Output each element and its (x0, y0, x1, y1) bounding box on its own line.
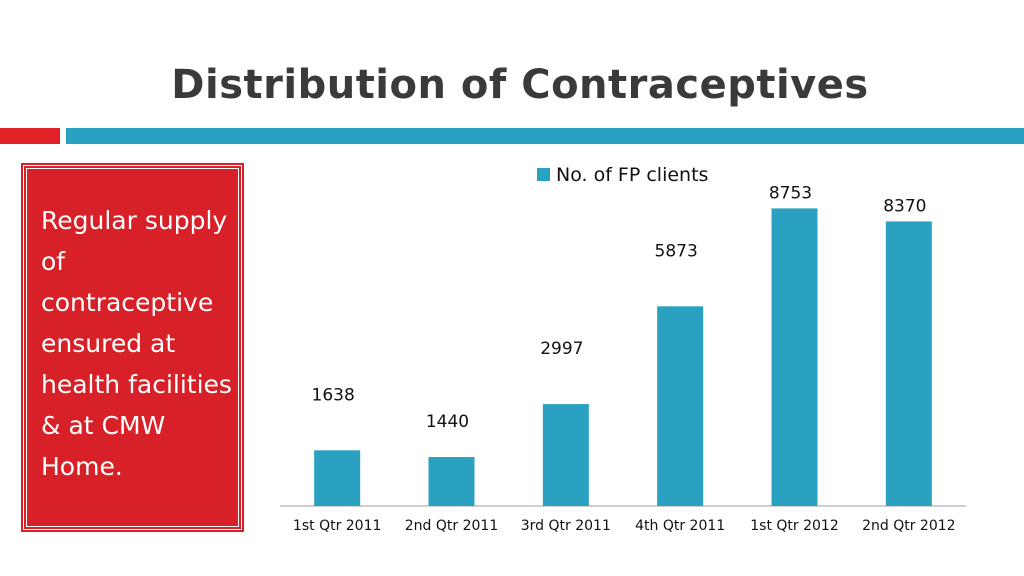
legend-label: No. of FP clients (556, 164, 708, 186)
data-label-4: 5873 (655, 241, 698, 261)
data-label-3: 2997 (540, 339, 583, 359)
bar-chart: No. of FP clients 1638 1440 2997 5873 8753 83… (280, 164, 966, 534)
x-tick-label-5: 1st Qtr 2012 (750, 518, 838, 534)
bar-1 (314, 450, 361, 506)
x-tick-label-4: 4th Qtr 2011 (635, 518, 725, 534)
x-tick-label-3: 3rd Qtr 2011 (521, 518, 611, 534)
bar-4 (657, 306, 704, 506)
x-tick-label-1: 1st Qtr 2011 (293, 518, 381, 534)
side-callout-border (26, 168, 239, 527)
value-labels-group: 1638 1440 2997 5873 8753 8370 (312, 183, 927, 432)
bar-2 (428, 457, 475, 506)
x-tick-labels-group: 1st Qtr 2011 2nd Qtr 2011 3rd Qtr 2011 4th … (293, 518, 956, 534)
accent-bar-blue (66, 128, 1024, 144)
accent-bar-red (0, 128, 60, 144)
data-label-6: 8370 (883, 196, 926, 216)
data-label-5: 8753 (769, 183, 812, 203)
x-tick-label-6: 2nd Qtr 2012 (862, 518, 955, 534)
side-callout-text: Regular supply of contraceptive ensured … (41, 206, 232, 481)
data-label-1: 1638 (312, 385, 355, 405)
legend-swatch (537, 168, 550, 181)
chart-legend: No. of FP clients (537, 164, 708, 186)
bars-group (314, 208, 932, 507)
bar-3 (542, 404, 589, 506)
x-tick-label-2: 2nd Qtr 2011 (405, 518, 498, 534)
side-callout-box: Regular supply of contraceptive ensured … (22, 164, 243, 531)
bar-6 (885, 221, 932, 507)
slide-title: Distribution of Contraceptives (171, 62, 869, 108)
bar-5 (771, 208, 818, 506)
data-label-2: 1440 (426, 412, 469, 432)
